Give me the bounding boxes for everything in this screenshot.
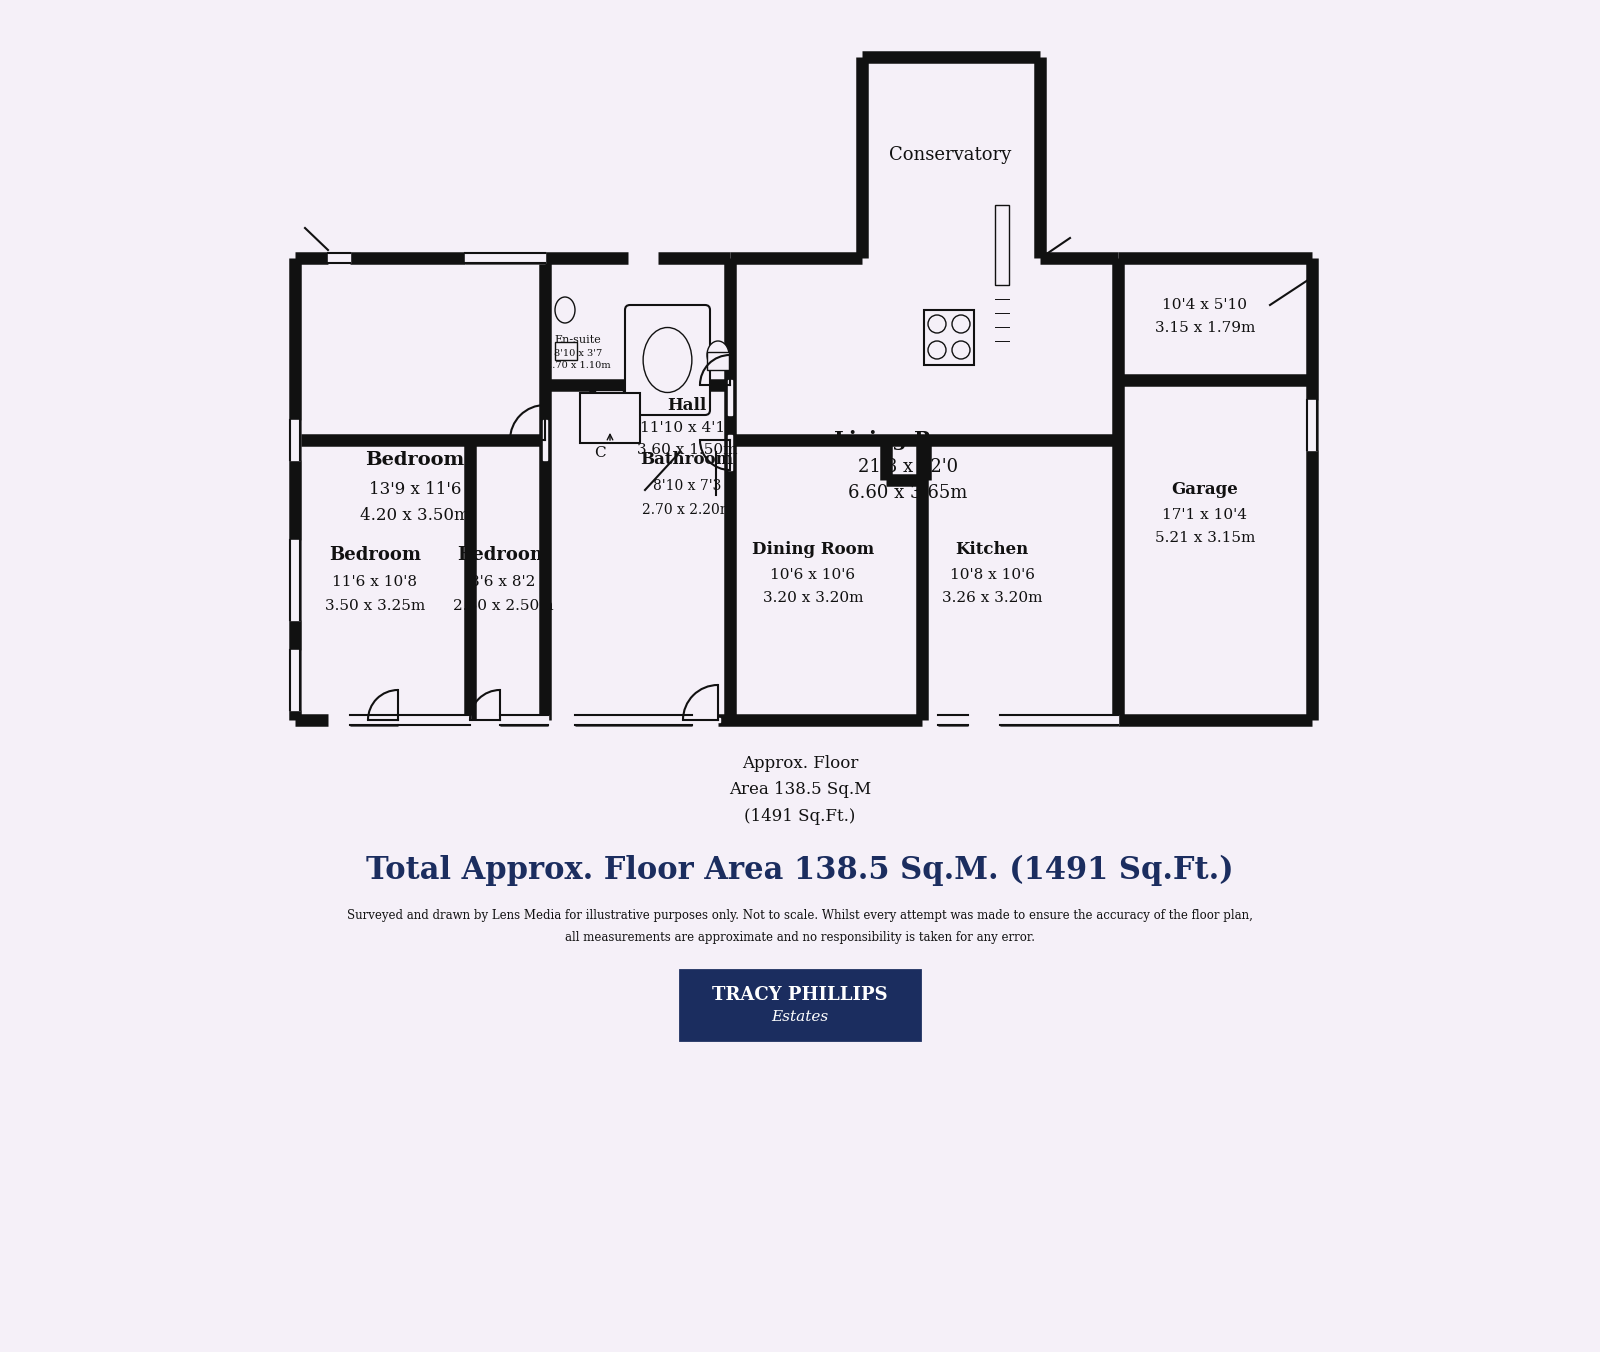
Text: Bedroom: Bedroom xyxy=(365,452,464,469)
Text: 10'4 x 5'10: 10'4 x 5'10 xyxy=(1163,297,1248,312)
Text: 2.60 x 2.50m: 2.60 x 2.50m xyxy=(453,599,554,612)
Polygon shape xyxy=(499,715,547,725)
Polygon shape xyxy=(1000,715,1118,725)
Text: 13'9 x 11'6: 13'9 x 11'6 xyxy=(370,481,461,499)
Bar xyxy=(595,389,622,412)
Bar xyxy=(925,310,974,365)
Text: 17'1 x 10'4: 17'1 x 10'4 xyxy=(1163,508,1248,522)
Polygon shape xyxy=(574,715,691,725)
Polygon shape xyxy=(290,420,301,460)
Text: Garage: Garage xyxy=(1171,481,1238,499)
Circle shape xyxy=(952,315,970,333)
FancyBboxPatch shape xyxy=(626,306,710,415)
Bar xyxy=(680,969,920,1040)
Text: all measurements are approximate and no responsibility is taken for any error.: all measurements are approximate and no … xyxy=(565,932,1035,945)
Text: 3.26 x 3.20m: 3.26 x 3.20m xyxy=(942,591,1042,604)
Polygon shape xyxy=(938,715,968,725)
Polygon shape xyxy=(480,718,520,722)
Polygon shape xyxy=(728,380,733,415)
Bar xyxy=(555,342,578,360)
Circle shape xyxy=(928,315,946,333)
Text: 3.50 x 3.25m: 3.50 x 3.25m xyxy=(325,599,426,612)
Text: 11'10 x 4'11: 11'10 x 4'11 xyxy=(640,420,734,435)
Text: 11'6 x 10'8: 11'6 x 10'8 xyxy=(333,575,418,589)
Polygon shape xyxy=(1307,400,1317,450)
Text: Total Approx. Floor Area 138.5 Sq.M. (1491 Sq.Ft.): Total Approx. Floor Area 138.5 Sq.M. (14… xyxy=(366,854,1234,886)
Polygon shape xyxy=(350,715,398,725)
Text: Surveyed and drawn by Lens Media for illustrative purposes only. Not to scale. W: Surveyed and drawn by Lens Media for ill… xyxy=(347,909,1253,922)
Polygon shape xyxy=(466,253,546,264)
Bar xyxy=(579,393,640,443)
Text: 10'8 x 10'6: 10'8 x 10'6 xyxy=(949,568,1035,581)
Text: 8'10 x 3'7: 8'10 x 3'7 xyxy=(554,350,602,358)
Text: 10'6 x 10'6: 10'6 x 10'6 xyxy=(771,568,856,581)
Polygon shape xyxy=(378,718,418,722)
Text: Estates: Estates xyxy=(771,1010,829,1023)
Text: 8'6 x 8'2: 8'6 x 8'2 xyxy=(470,575,536,589)
Ellipse shape xyxy=(643,327,691,392)
Text: 2.70 x 2.20m: 2.70 x 2.20m xyxy=(642,503,733,516)
Text: 6.60 x 3.65m: 6.60 x 3.65m xyxy=(848,484,968,502)
Polygon shape xyxy=(690,718,720,722)
Circle shape xyxy=(928,341,946,360)
Polygon shape xyxy=(728,435,733,470)
Text: 3.15 x 1.79m: 3.15 x 1.79m xyxy=(1155,320,1254,335)
Bar xyxy=(995,206,1010,285)
Ellipse shape xyxy=(555,297,574,323)
Ellipse shape xyxy=(707,341,730,369)
Text: Kitchen: Kitchen xyxy=(955,542,1029,558)
Text: Bedroom: Bedroom xyxy=(330,546,421,564)
Bar xyxy=(707,352,730,370)
Text: Bedroom: Bedroom xyxy=(458,546,549,564)
Polygon shape xyxy=(398,715,470,725)
Text: 4.20 x 3.50m: 4.20 x 3.50m xyxy=(360,507,470,525)
Text: Hall: Hall xyxy=(667,396,707,414)
Text: En-suite: En-suite xyxy=(555,335,602,345)
Text: TRACY PHILLIPS: TRACY PHILLIPS xyxy=(712,986,888,1005)
Text: Dining Room: Dining Room xyxy=(752,542,874,558)
Text: 3.20 x 3.20m: 3.20 x 3.20m xyxy=(763,591,864,604)
Text: 21'8 x 12'0: 21'8 x 12'0 xyxy=(858,458,958,476)
Circle shape xyxy=(952,341,970,360)
Text: 8'10 x 7'3: 8'10 x 7'3 xyxy=(653,479,722,493)
Text: Bathroom: Bathroom xyxy=(640,452,733,469)
Polygon shape xyxy=(290,539,301,621)
Text: 5.21 x 3.15m: 5.21 x 3.15m xyxy=(1155,531,1254,545)
Text: Living Room: Living Room xyxy=(834,430,982,450)
Text: 2.70 x 1.10m: 2.70 x 1.10m xyxy=(546,361,610,370)
Text: Approx. Floor
Area 138.5 Sq.M
(1491 Sq.Ft.): Approx. Floor Area 138.5 Sq.M (1491 Sq.F… xyxy=(730,756,870,825)
Text: 3.60 x 1.50m: 3.60 x 1.50m xyxy=(637,443,738,457)
Text: C: C xyxy=(594,446,606,460)
Polygon shape xyxy=(290,650,301,710)
Polygon shape xyxy=(542,420,547,460)
Text: Conservatory: Conservatory xyxy=(890,146,1011,164)
Polygon shape xyxy=(328,253,350,264)
